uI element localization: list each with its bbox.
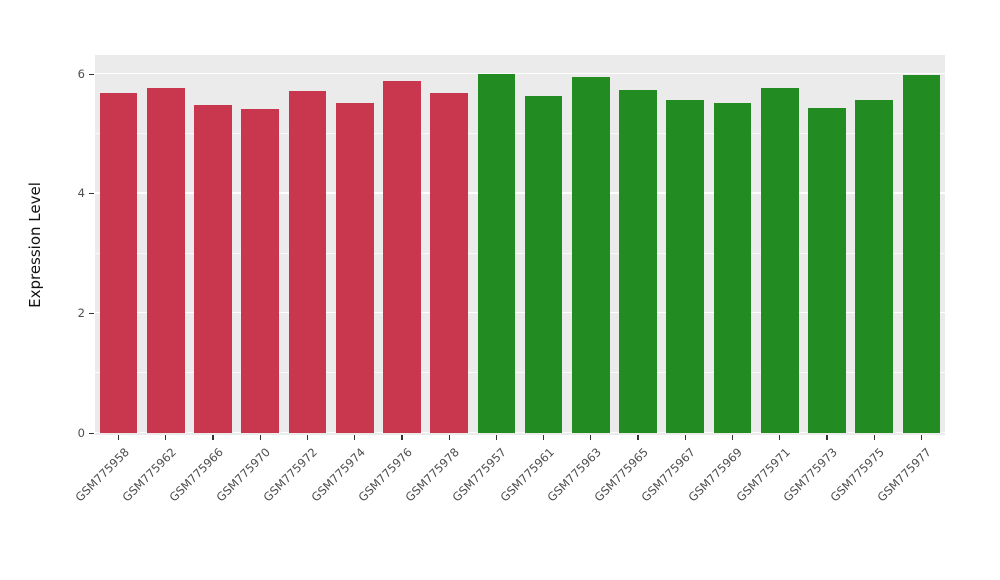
y-tick-label: 2 xyxy=(77,305,85,320)
bar-GSM775972 xyxy=(288,90,327,433)
gridline-major xyxy=(95,431,945,433)
bar-GSM775967 xyxy=(666,99,705,433)
gridline-minor xyxy=(95,372,945,374)
gridline-major xyxy=(95,192,945,194)
x-tick-mark xyxy=(637,435,639,440)
x-tick-mark xyxy=(212,435,214,440)
y-axis-title: Expression Level xyxy=(26,182,44,308)
x-tick-mark xyxy=(590,435,592,440)
x-tick-mark xyxy=(543,435,545,440)
gridline-minor xyxy=(95,133,945,134)
x-tick-mark xyxy=(401,435,403,440)
bar-GSM775978 xyxy=(430,92,469,433)
x-tick-mark xyxy=(259,435,261,440)
bar-GSM775966 xyxy=(194,104,232,433)
x-tick-mark xyxy=(684,435,686,440)
x-tick-mark xyxy=(354,435,356,440)
x-tick-mark xyxy=(920,435,922,440)
x-tick-mark xyxy=(779,435,781,440)
bar-GSM775963 xyxy=(571,77,610,433)
bar-GSM775961 xyxy=(524,95,563,433)
bar-GSM775975 xyxy=(855,99,894,433)
bar-GSM775977 xyxy=(902,74,941,433)
y-tick-mark xyxy=(89,432,94,434)
y-tick-label: 6 xyxy=(77,66,85,81)
x-tick-mark xyxy=(826,435,828,440)
bar-GSM775957 xyxy=(477,74,516,433)
plot-panel xyxy=(95,55,945,435)
x-tick-mark xyxy=(495,435,497,440)
bar-GSM775962 xyxy=(146,87,185,433)
x-tick-mark xyxy=(165,435,167,440)
gridline-major xyxy=(95,72,945,75)
bar-GSM775974 xyxy=(335,102,374,433)
gridline-minor xyxy=(95,252,945,254)
bar-GSM775965 xyxy=(619,89,657,433)
x-tick-mark xyxy=(448,435,450,440)
x-tick-mark xyxy=(731,435,734,440)
bar-GSM775976 xyxy=(383,80,421,433)
x-tick-mark xyxy=(306,435,309,440)
gridline-major xyxy=(95,311,945,314)
x-tick-mark xyxy=(118,435,120,440)
bar-GSM775973 xyxy=(808,108,846,433)
bar-GSM775958 xyxy=(99,92,138,433)
bar-GSM775969 xyxy=(713,102,752,433)
y-tick-mark xyxy=(89,193,94,195)
y-tick-mark xyxy=(89,312,94,315)
y-tick-label: 4 xyxy=(77,186,85,201)
x-tick-mark xyxy=(873,435,875,440)
y-tick-mark xyxy=(89,73,94,75)
y-tick-label: 0 xyxy=(77,425,85,440)
bar-GSM775971 xyxy=(760,87,799,433)
bar-GSM775970 xyxy=(241,108,280,433)
